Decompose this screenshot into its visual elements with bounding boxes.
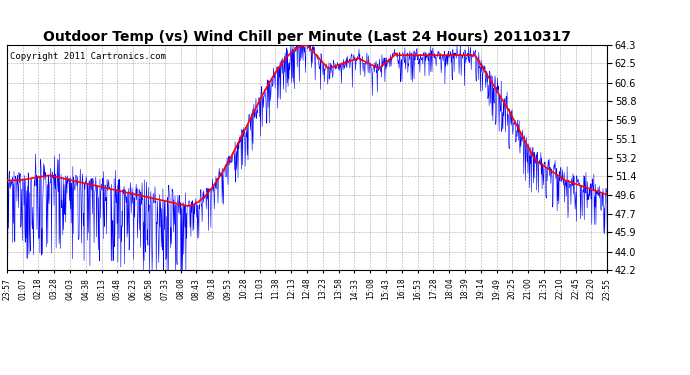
Title: Outdoor Temp (vs) Wind Chill per Minute (Last 24 Hours) 20110317: Outdoor Temp (vs) Wind Chill per Minute … xyxy=(43,30,571,44)
Text: Copyright 2011 Cartronics.com: Copyright 2011 Cartronics.com xyxy=(10,52,166,61)
